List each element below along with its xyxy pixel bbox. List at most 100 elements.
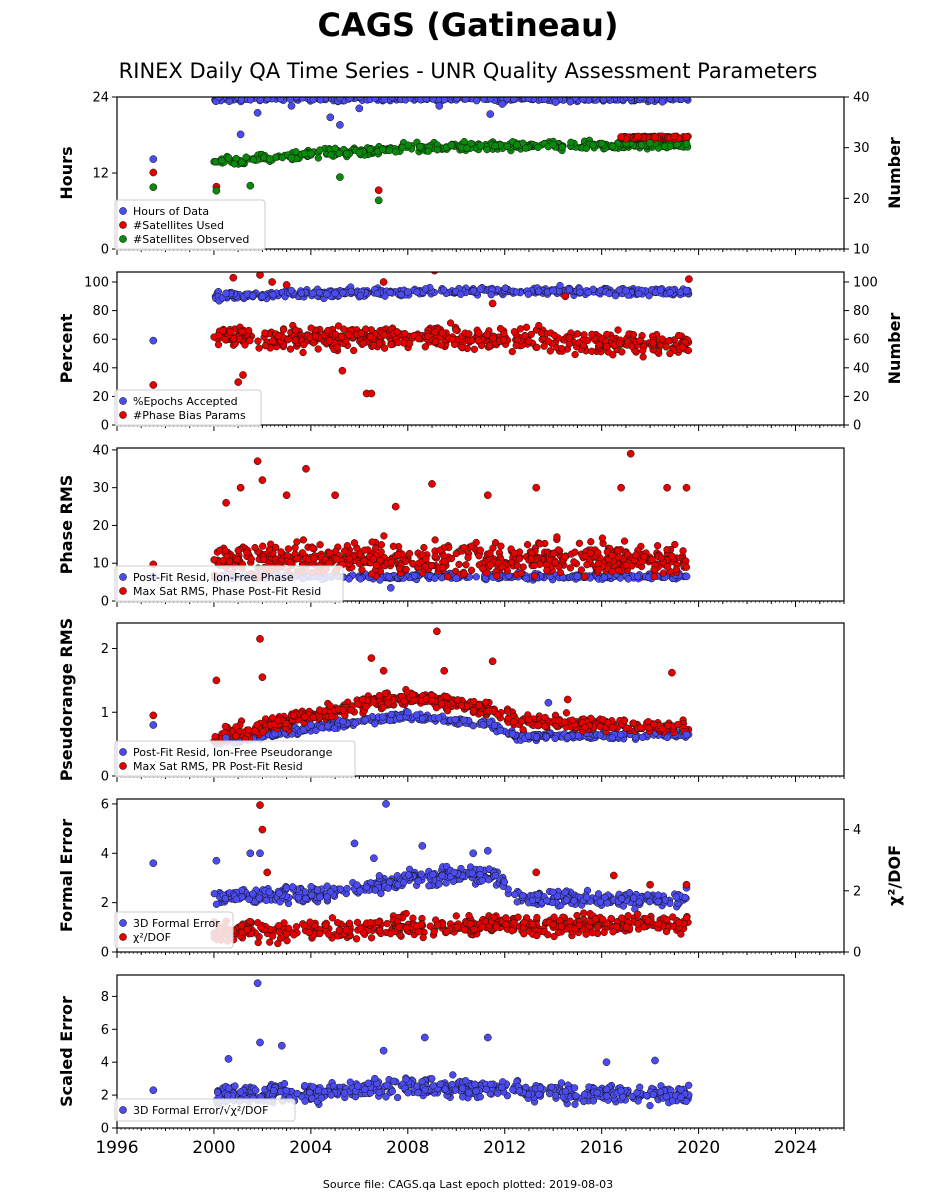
y-tick-label: 20 [92, 519, 109, 534]
band-point [460, 570, 468, 578]
band-point [532, 733, 541, 741]
band-point [624, 338, 632, 346]
data-point [663, 483, 671, 492]
data-point [682, 140, 691, 148]
band-point [666, 288, 674, 297]
data-point [563, 695, 572, 704]
band-point [656, 286, 665, 294]
band-point [339, 717, 347, 726]
band-point [415, 335, 423, 343]
band-point [362, 703, 370, 711]
panel-pseudorange-rms: 0 1 2 Pseudorange RMS Post-Fit Resid, Ion-Fr… [57, 618, 845, 785]
band-point [245, 726, 253, 734]
band-point [327, 151, 335, 159]
data-point [403, 708, 412, 717]
legend-box [114, 199, 266, 251]
band-point [243, 548, 251, 557]
band-point [650, 566, 658, 574]
data-point [626, 449, 635, 458]
band-point [336, 885, 345, 893]
y-axis-label: Pseudorange RMS [57, 618, 76, 781]
data-point [149, 336, 158, 345]
band-point [310, 554, 318, 563]
band-point [503, 567, 511, 575]
band-point [558, 143, 566, 151]
band-point [618, 348, 626, 356]
band-point [330, 724, 339, 733]
band-point [315, 288, 324, 297]
band-point [254, 337, 262, 345]
data-point [236, 130, 245, 139]
band-point [370, 341, 378, 350]
data-point [338, 366, 347, 375]
band-point [230, 160, 239, 168]
band-point [580, 573, 589, 581]
band-point [536, 540, 544, 548]
band-point [256, 97, 265, 104]
band-point [225, 97, 233, 106]
data-point [224, 153, 233, 162]
band-point [620, 537, 629, 545]
band-point [443, 692, 451, 701]
data-point [430, 272, 439, 275]
band-point [351, 719, 359, 727]
band-point [440, 286, 448, 294]
band-point [362, 325, 370, 333]
data-point [256, 635, 264, 643]
band-point [584, 288, 592, 297]
band-point [476, 546, 484, 554]
data-point [331, 491, 339, 500]
data-point [597, 139, 606, 148]
band-point [475, 701, 483, 710]
band-point [524, 337, 533, 345]
band-point [435, 714, 443, 722]
band-point [335, 149, 343, 158]
band-point [291, 336, 300, 344]
band-point [533, 343, 541, 352]
band-point [550, 331, 559, 340]
band-point [616, 339, 624, 347]
band-point [358, 696, 367, 704]
data-point [229, 273, 238, 282]
band-point [629, 719, 638, 727]
band-point [541, 713, 549, 722]
band-point [639, 346, 647, 355]
band-point [605, 289, 613, 298]
band-point [662, 343, 670, 351]
band-point [358, 566, 366, 574]
band-point [394, 338, 402, 347]
band-point [465, 330, 473, 338]
band-point [657, 554, 666, 562]
band-point [272, 543, 280, 552]
band-point [311, 332, 320, 340]
band-point [489, 334, 497, 342]
legend: Hours of Data#Satellites Used#Satellites… [114, 199, 266, 251]
band-point [617, 731, 625, 739]
data-point [212, 186, 221, 195]
band-point [649, 339, 657, 347]
data-point [544, 698, 553, 707]
data-point [326, 113, 335, 122]
band-point [210, 556, 218, 564]
band-point [357, 329, 365, 338]
data-point [258, 476, 267, 484]
data-point [488, 299, 497, 308]
band-point [422, 555, 430, 563]
plot-area [149, 800, 692, 948]
band-point [246, 337, 254, 345]
band-point [347, 287, 355, 296]
band-point [450, 340, 459, 349]
band-point [599, 97, 608, 104]
band-point [457, 290, 465, 298]
data-point [433, 627, 441, 636]
y-right-axis-label: Number [885, 313, 904, 385]
band-point [460, 544, 468, 552]
band-point [249, 292, 257, 300]
band-point [557, 344, 566, 353]
band-point [544, 337, 552, 345]
data-point [617, 133, 625, 141]
band-point [360, 557, 368, 565]
band-point [232, 732, 240, 740]
